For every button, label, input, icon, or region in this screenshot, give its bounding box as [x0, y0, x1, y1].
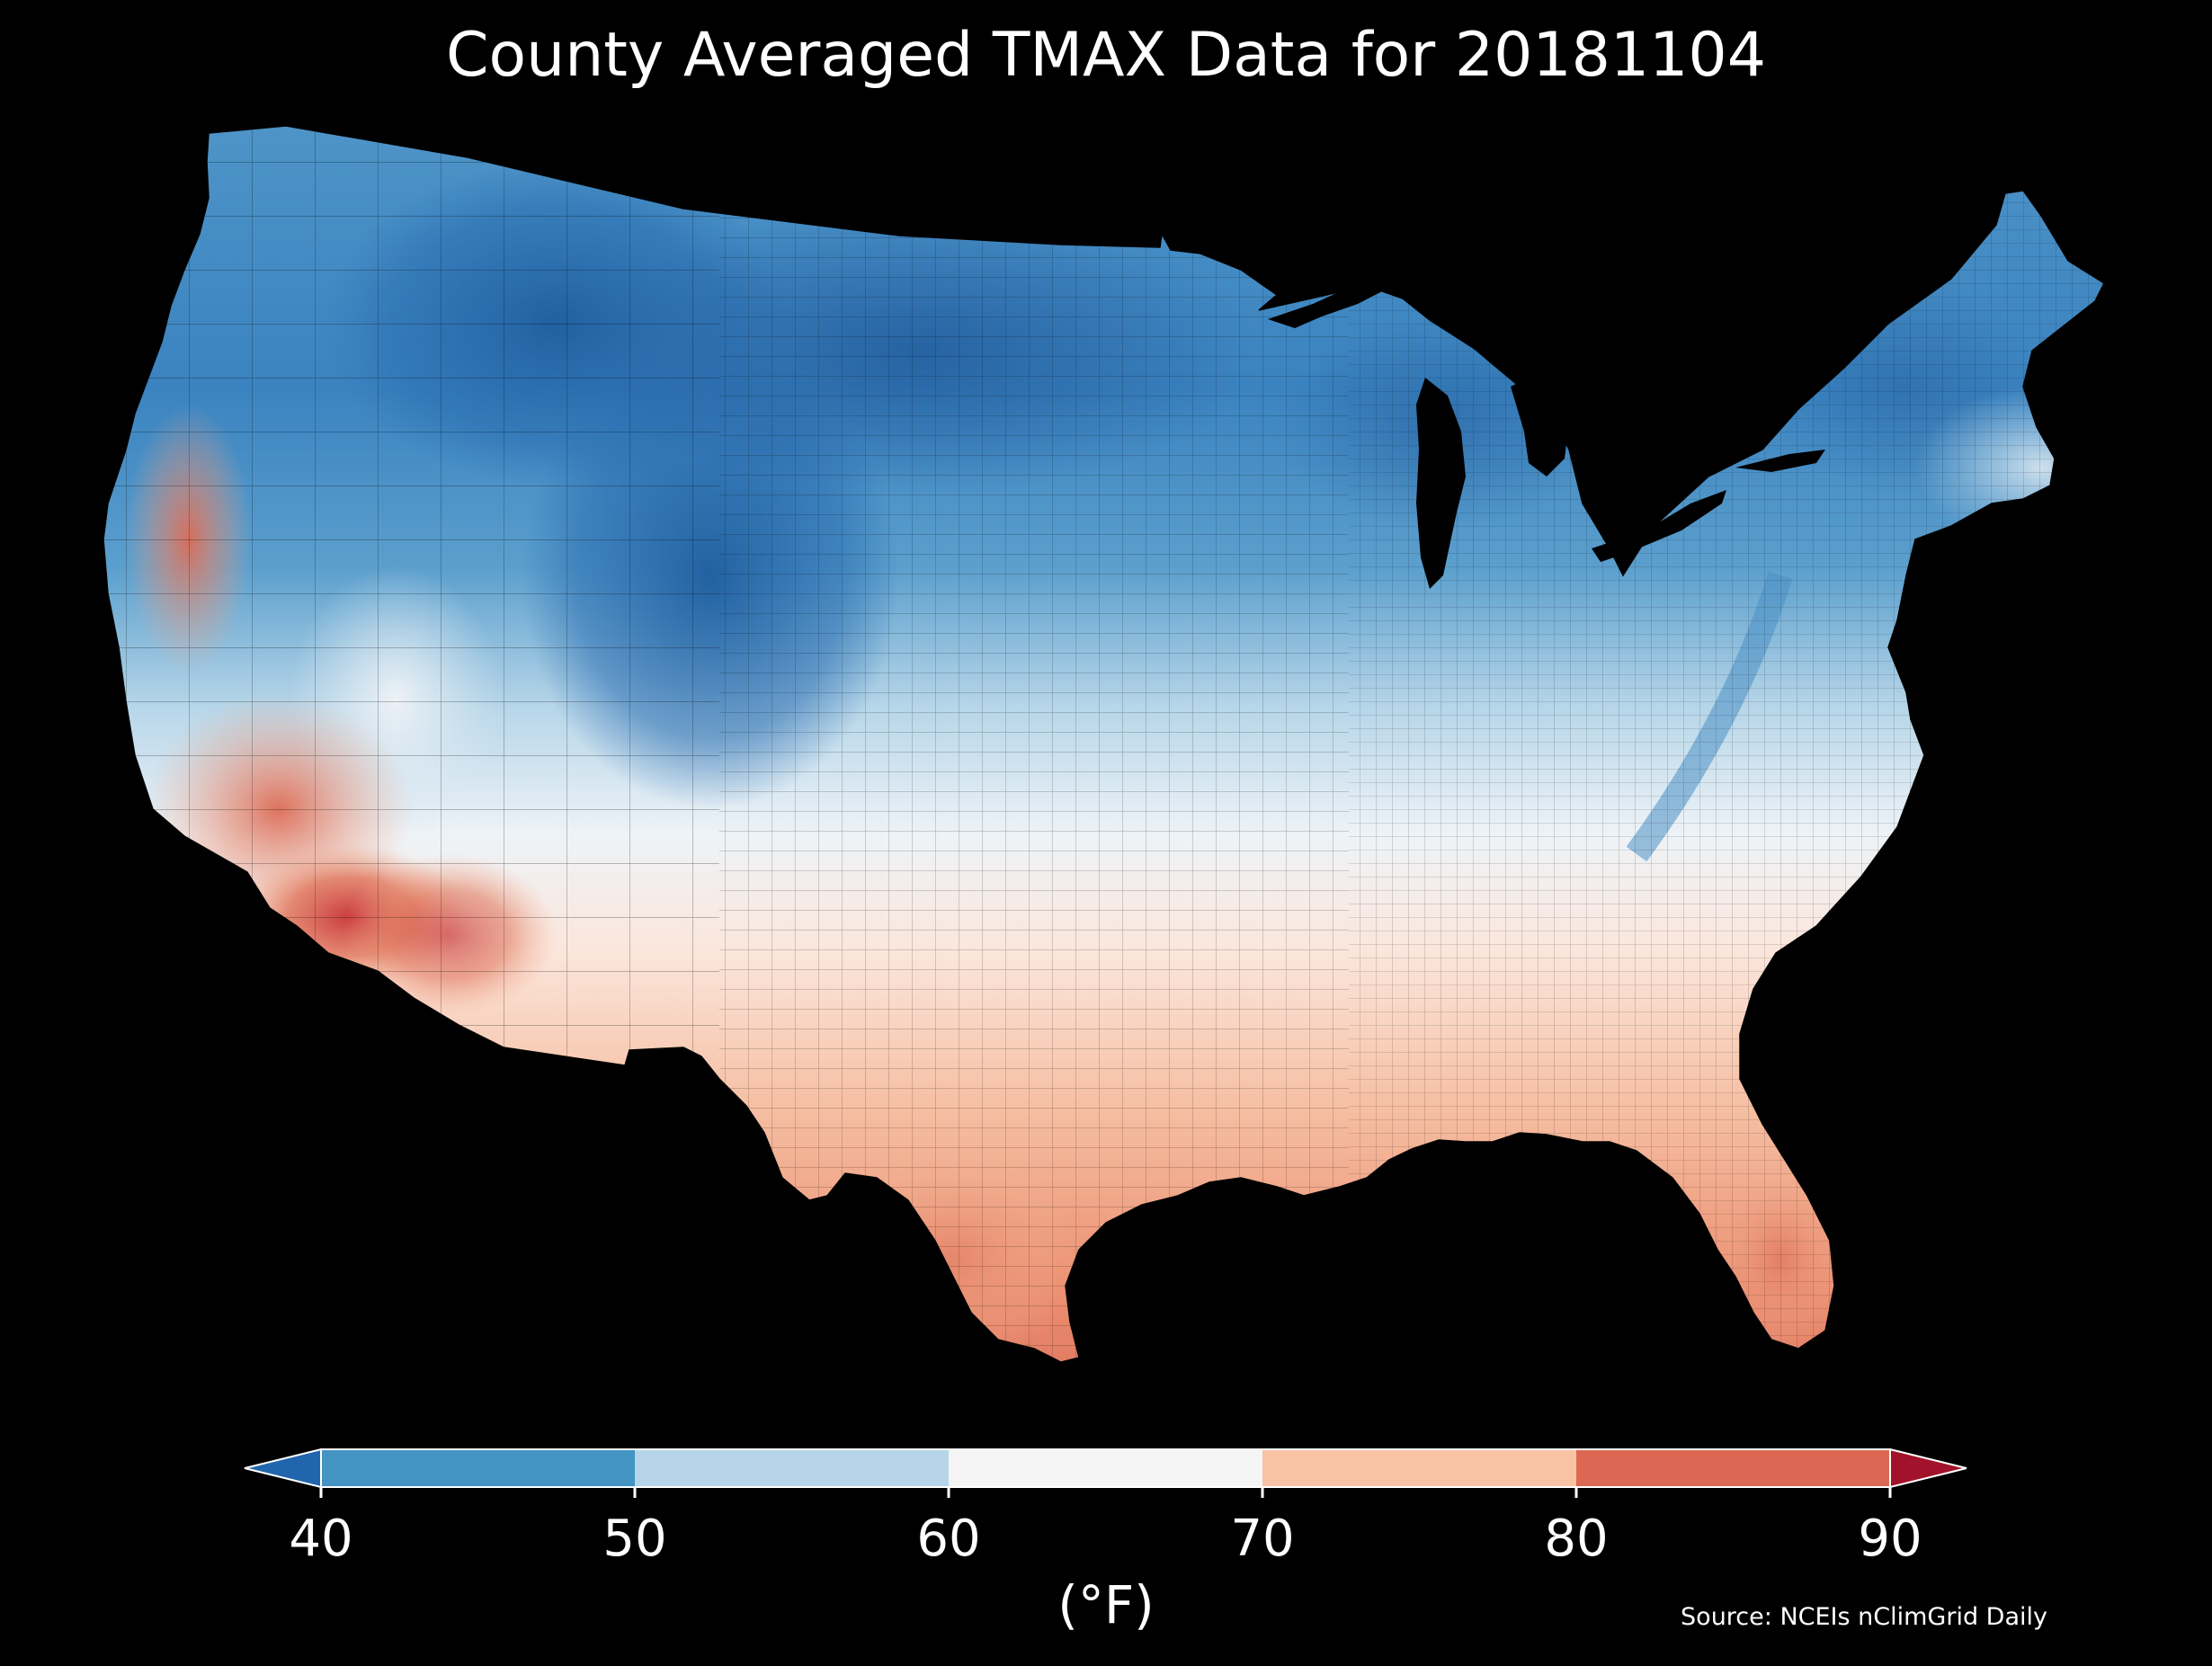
- map-title: County Averaged TMAX Data for 20181104: [446, 20, 1766, 91]
- colorbar-frame: [320, 1448, 1891, 1488]
- colorbar-under-extension: [244, 1448, 322, 1489]
- colorbar-tick-label-80: 80: [1544, 1510, 1609, 1568]
- colorbar-tick-label-70: 70: [1230, 1510, 1295, 1568]
- source-credit: Source: NCEIs nClimGrid Daily: [1681, 1603, 2047, 1631]
- colorbar-bin-60-70: [949, 1449, 1262, 1487]
- colorbar-bin-40-50: [321, 1449, 635, 1487]
- colorbar-tick-label-40: 40: [289, 1510, 353, 1568]
- colorbar-unit-label: (°F): [1057, 1574, 1155, 1635]
- colorbar-bin-50-60: [635, 1449, 949, 1487]
- colorbar-tick-label-60: 60: [916, 1510, 981, 1568]
- colorbar-bin-80-90: [1576, 1449, 1890, 1487]
- colorbar-bin-70-80: [1262, 1449, 1576, 1487]
- great-lakes: [1268, 281, 1825, 589]
- colorbar-tick-label-50: 50: [602, 1510, 667, 1568]
- colorbar-ticks: [319, 1487, 1892, 1498]
- county-fill-layer: [103, 126, 2104, 1362]
- colorbar-over-extension: [1889, 1448, 1967, 1489]
- colorbar: [244, 1448, 1967, 1498]
- us-county-map: [103, 125, 2105, 1363]
- colorbar-tick-label-90: 90: [1858, 1510, 1922, 1568]
